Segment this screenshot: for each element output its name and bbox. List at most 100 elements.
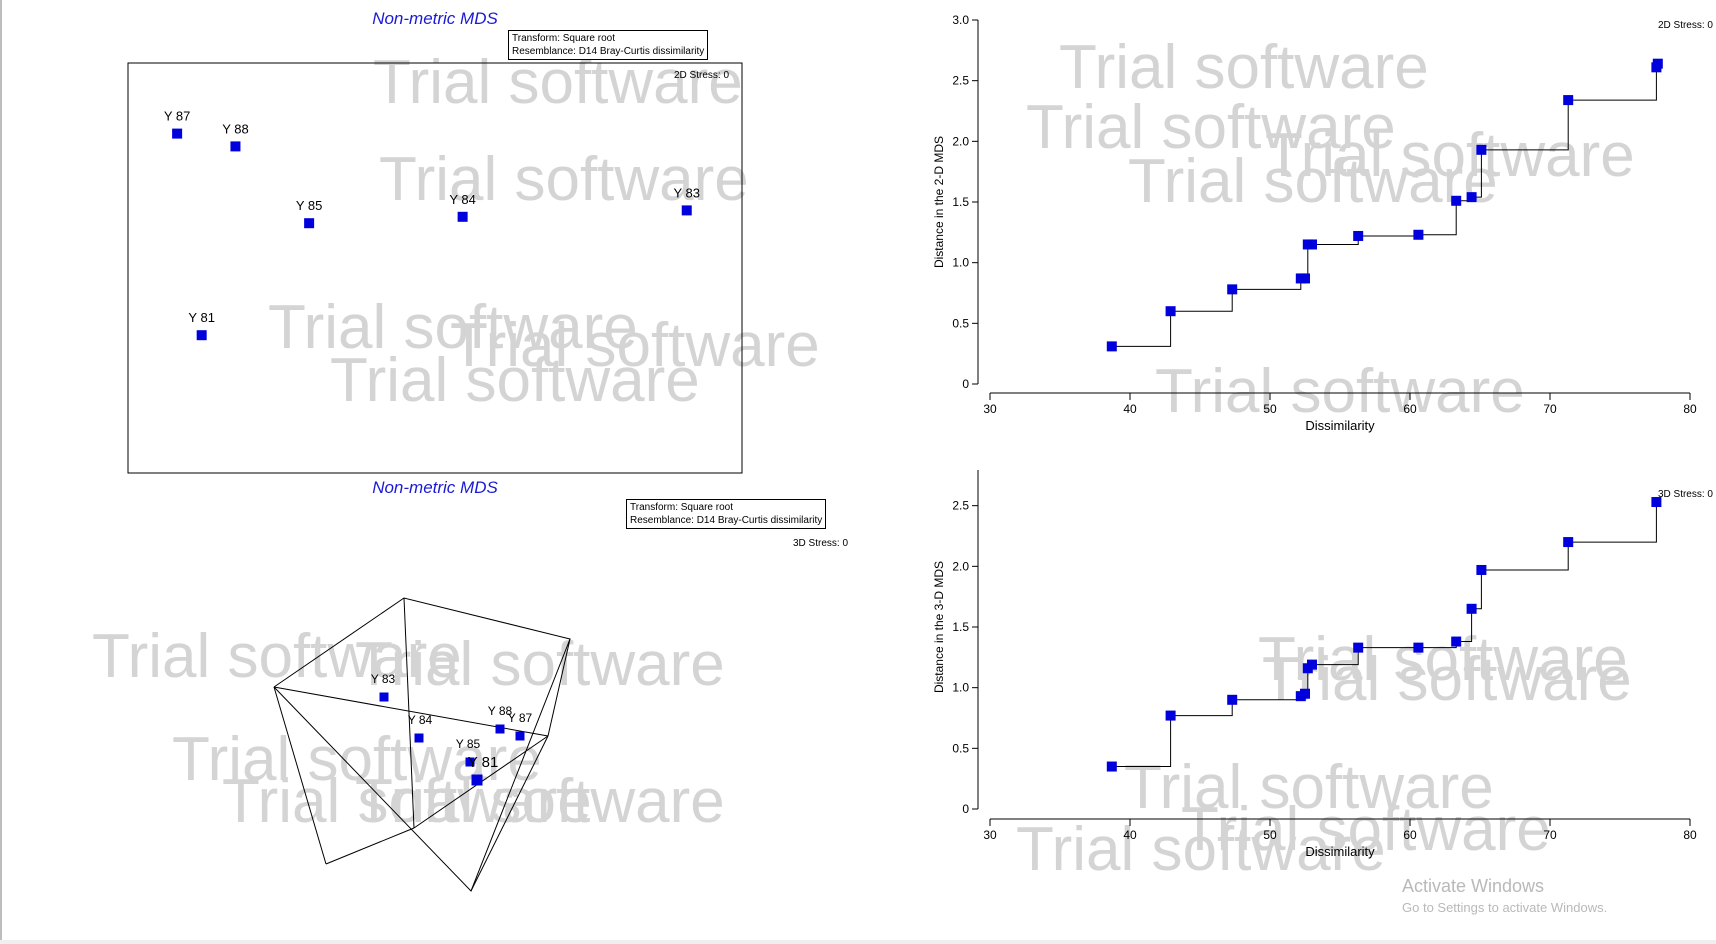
shepard-2d-plot: Trial software Trial software Trial soft… bbox=[932, 13, 1713, 433]
mds-2d-point bbox=[304, 218, 315, 229]
shepard-point bbox=[1466, 603, 1477, 614]
mds-2d-panel: Trial software Trial software Trial soft… bbox=[0, 0, 860, 480]
watermark: Trial software bbox=[1265, 121, 1635, 190]
mds-3d-point bbox=[471, 774, 483, 786]
shepard-point bbox=[1227, 284, 1238, 295]
watermark: Trial software bbox=[1181, 795, 1551, 864]
mds-3d-point bbox=[379, 692, 389, 702]
watermark: Trial software bbox=[330, 346, 700, 415]
shepard-point bbox=[1563, 95, 1574, 106]
mds-2d-title: Non-metric MDS bbox=[372, 9, 498, 28]
shepard-point bbox=[1451, 195, 1462, 206]
mds-3d-stress: 3D Stress: 0 bbox=[793, 538, 849, 549]
x-tick-label: 60 bbox=[1403, 402, 1417, 416]
mds-3d-point-label: Y 83 bbox=[371, 672, 396, 686]
x-tick-label: 60 bbox=[1403, 828, 1417, 842]
shepard-point bbox=[1413, 642, 1424, 653]
watermark: Trial software bbox=[1258, 625, 1628, 694]
x-tick-label: 70 bbox=[1543, 402, 1557, 416]
y-tick-label: 1.0 bbox=[952, 256, 969, 270]
activate-windows-title: Activate Windows bbox=[1402, 876, 1545, 896]
watermark: Trial software bbox=[1155, 357, 1525, 426]
y-axis-label: Distance in the 2-D MDS bbox=[932, 136, 946, 268]
shepard-point bbox=[1300, 688, 1310, 699]
y-tick-label: 2.5 bbox=[952, 499, 969, 513]
watermark: Trial software bbox=[450, 311, 820, 380]
mds-3d-transform: Transform: Square root bbox=[630, 502, 734, 513]
shepard-step-line bbox=[1111, 502, 1657, 768]
cube-edge bbox=[403, 597, 415, 829]
shepard-point bbox=[1165, 306, 1176, 317]
watermark: Trial software bbox=[355, 767, 725, 836]
x-tick-label: 40 bbox=[1123, 828, 1137, 842]
mds-2d-transform: Transform: Square root bbox=[512, 33, 616, 44]
mds-3d-point bbox=[414, 733, 424, 743]
x-axis-label: Dissimilarity bbox=[1305, 844, 1375, 859]
x-tick-label: 30 bbox=[983, 402, 997, 416]
watermark: Trial software bbox=[92, 622, 462, 691]
cube-edge bbox=[325, 827, 415, 865]
mds-2d-point-label: Y 88 bbox=[222, 121, 249, 136]
x-tick-label: 80 bbox=[1683, 402, 1697, 416]
mds-2d-points: Y 87 Y 88 Y 85 Y 84 Y 83 Y 81 bbox=[164, 109, 700, 341]
y-tick-label: 0.5 bbox=[952, 316, 969, 330]
x-tick-label: 70 bbox=[1543, 828, 1557, 842]
y-tick-label: 1.0 bbox=[952, 681, 969, 695]
mds-3d-panel: Trial software Trial software Trial soft… bbox=[0, 470, 870, 940]
shepard-point bbox=[1165, 710, 1176, 721]
watermark: Trial software bbox=[1124, 753, 1494, 822]
mds-3d-point-label: Y 87 bbox=[508, 711, 533, 725]
mds-2d-point bbox=[196, 330, 207, 341]
mds-2d-point bbox=[172, 128, 183, 139]
shepard-3d-content: 00.51.01.52.02.53.0304050607080Dissimila… bbox=[932, 470, 1697, 859]
mds-3d-point bbox=[515, 731, 525, 741]
shepard-3d-panel: Trial software Trial software Trial soft… bbox=[860, 470, 1716, 940]
y-tick-label: 1.5 bbox=[952, 620, 969, 634]
window-left-border bbox=[0, 0, 2, 944]
shepard-point bbox=[1476, 144, 1487, 155]
mds-3d-info-box: Transform: Square root Resemblance: D14 … bbox=[626, 499, 827, 529]
mds-2d-watermarks: Trial software Trial software Trial soft… bbox=[268, 48, 820, 415]
shepard-point bbox=[1227, 694, 1238, 705]
shepard-point bbox=[1300, 273, 1310, 284]
x-tick-label: 50 bbox=[1263, 402, 1277, 416]
y-tick-label: 0 bbox=[962, 377, 969, 391]
shepard-2d-content: 0 0.5 1.0 1.5 2.0 2.5 3.0 30 40 50 60 70 80 Dissimila… bbox=[932, 13, 1697, 433]
y-tick-label: 2.5 bbox=[952, 74, 969, 88]
y-tick-label: 0.5 bbox=[952, 741, 969, 755]
window-bottom-border bbox=[0, 940, 1716, 944]
mds-3d-point-label: Y 81 bbox=[468, 754, 499, 771]
shepard-3d-stress: 3D Stress: 0 bbox=[1658, 489, 1713, 500]
mds-2d-resemblance: Resemblance: D14 Bray-Curtis dissimilari… bbox=[512, 46, 705, 57]
y-tick-label: 0 bbox=[962, 802, 969, 816]
mds-3d-plot: Trial software Trial software Trial soft… bbox=[92, 478, 725, 892]
shepard-2d-stress: 2D Stress: 0 bbox=[1658, 20, 1713, 31]
mds-2d-plot: Trial software Trial software Trial soft… bbox=[127, 9, 820, 474]
shepard-point bbox=[1307, 239, 1317, 250]
shepard-point bbox=[1652, 58, 1663, 69]
shepard-point bbox=[1563, 537, 1574, 548]
x-tick-label: 40 bbox=[1123, 402, 1137, 416]
mds-3d-point bbox=[465, 757, 475, 767]
mds-2d-point-label: Y 81 bbox=[188, 310, 215, 325]
cube-edge bbox=[273, 686, 327, 865]
watermark: Trial software bbox=[1059, 33, 1429, 102]
shepard-point bbox=[1106, 341, 1117, 352]
mds-2d-stress: 2D Stress: 0 bbox=[674, 70, 730, 81]
activate-windows-subtitle: Go to Settings to activate Windows. bbox=[1402, 900, 1608, 915]
shepard-point bbox=[1651, 497, 1662, 508]
mds-2d-frame bbox=[127, 62, 743, 474]
shepard-point bbox=[1353, 230, 1364, 241]
mds-3d-title: Non-metric MDS bbox=[372, 478, 498, 497]
watermark: Trial software bbox=[1026, 93, 1396, 162]
shepard-3d-watermarks: Trial software Trial software Trial soft… bbox=[1016, 625, 1632, 884]
watermark: Trial software bbox=[1016, 815, 1386, 884]
shepard-point bbox=[1476, 564, 1487, 575]
mds-2d-point-label: Y 87 bbox=[164, 109, 191, 124]
shepard-2d-watermarks: Trial software Trial software Trial soft… bbox=[1026, 33, 1635, 426]
mds-2d-point-label: Y 83 bbox=[673, 185, 700, 200]
shepard-3d-plot: Trial software Trial software Trial soft… bbox=[932, 470, 1713, 884]
x-tick-label: 50 bbox=[1263, 828, 1277, 842]
watermark: Trial software bbox=[268, 293, 638, 362]
watermark: Trial software bbox=[379, 145, 749, 214]
